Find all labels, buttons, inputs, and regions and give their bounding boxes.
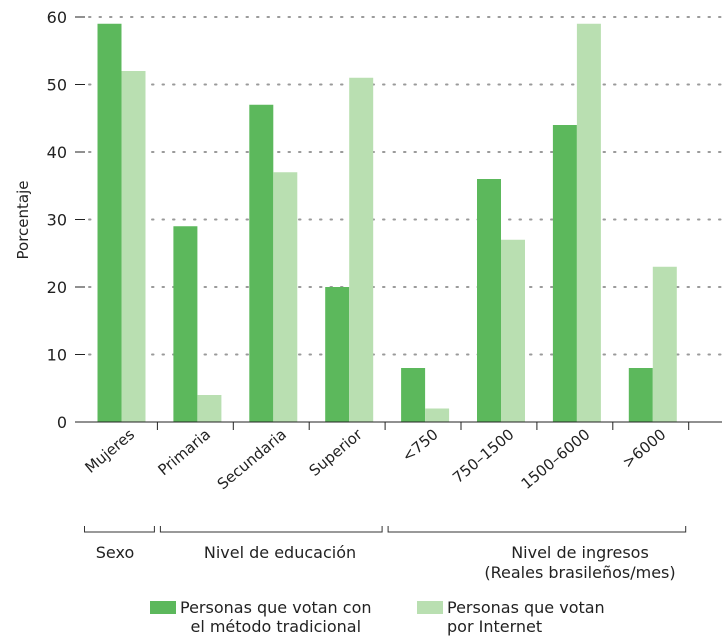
y-axis-ticks: 0 10 20 30 40 50 60 — [47, 8, 85, 432]
y-tick-label: 30 — [47, 211, 67, 230]
bars — [97, 23, 677, 422]
legend-label-internet-line1: Personas que votan — [447, 598, 605, 617]
legend-swatch-tradicional — [150, 601, 176, 614]
legend-item-tradicional: Personas que votan con el método tradici… — [150, 598, 372, 636]
bar-tradicional — [97, 23, 122, 422]
y-tick-label: 40 — [47, 143, 67, 162]
bar-internet — [197, 395, 222, 422]
legend-label-tradicional-line1: Personas que votan con — [180, 598, 372, 617]
bar-tradicional — [173, 226, 198, 422]
bar-internet — [652, 266, 677, 422]
bar-tradicional — [477, 179, 501, 422]
x-category-label: Mujeres — [82, 425, 139, 477]
legend-swatch-internet — [417, 601, 443, 614]
bar-internet — [349, 77, 374, 422]
group-sublabel-ingresos: (Reales brasileños/mes) — [484, 563, 676, 582]
legend-label-internet-line2: por Internet — [447, 617, 543, 636]
x-category-label: 1500–6000 — [518, 425, 594, 493]
y-tick-label: 60 — [47, 8, 67, 27]
bar-tradicional — [628, 368, 653, 422]
y-tick-label: 20 — [47, 278, 67, 297]
y-axis-label: Porcentaje — [14, 181, 32, 260]
group-brackets — [84, 526, 687, 533]
legend-label-tradicional-line2: el método tradicional — [190, 617, 362, 636]
gridlines — [88, 16, 723, 356]
x-category-label: <750 — [399, 425, 442, 465]
x-category-label: 750–1500 — [449, 425, 517, 487]
group-label-educacion: Nivel de educación — [203, 543, 357, 562]
y-tick-label: 50 — [47, 76, 67, 95]
group-bracket — [387, 526, 687, 533]
bar-internet — [576, 23, 601, 422]
bar-tradicional — [249, 104, 274, 422]
y-tick-label: 0 — [57, 413, 67, 432]
bar-tradicional — [552, 125, 577, 422]
bar-internet — [425, 408, 450, 422]
group-label-sexo: Sexo — [95, 543, 135, 562]
x-category-label: >6000 — [619, 425, 669, 471]
x-axis: Mujeres Primaria Secundaria Superior <750 750… — [75, 421, 722, 493]
x-category-label: Superior — [306, 425, 367, 480]
bar-tradicional — [401, 368, 426, 422]
x-category-label: Secundaria — [214, 425, 290, 493]
group-label-ingresos: Nivel de ingresos — [511, 543, 649, 562]
y-tick-label: 10 — [47, 346, 67, 365]
legend-item-internet: Personas que votan por Internet — [417, 598, 605, 636]
group-bracket — [84, 526, 155, 533]
bar-tradicional — [325, 287, 350, 422]
bar-internet — [273, 172, 298, 422]
bar-internet — [501, 239, 525, 422]
bar-internet — [121, 71, 146, 422]
group-bracket — [159, 526, 383, 533]
x-category-label: Primaria — [155, 425, 214, 479]
